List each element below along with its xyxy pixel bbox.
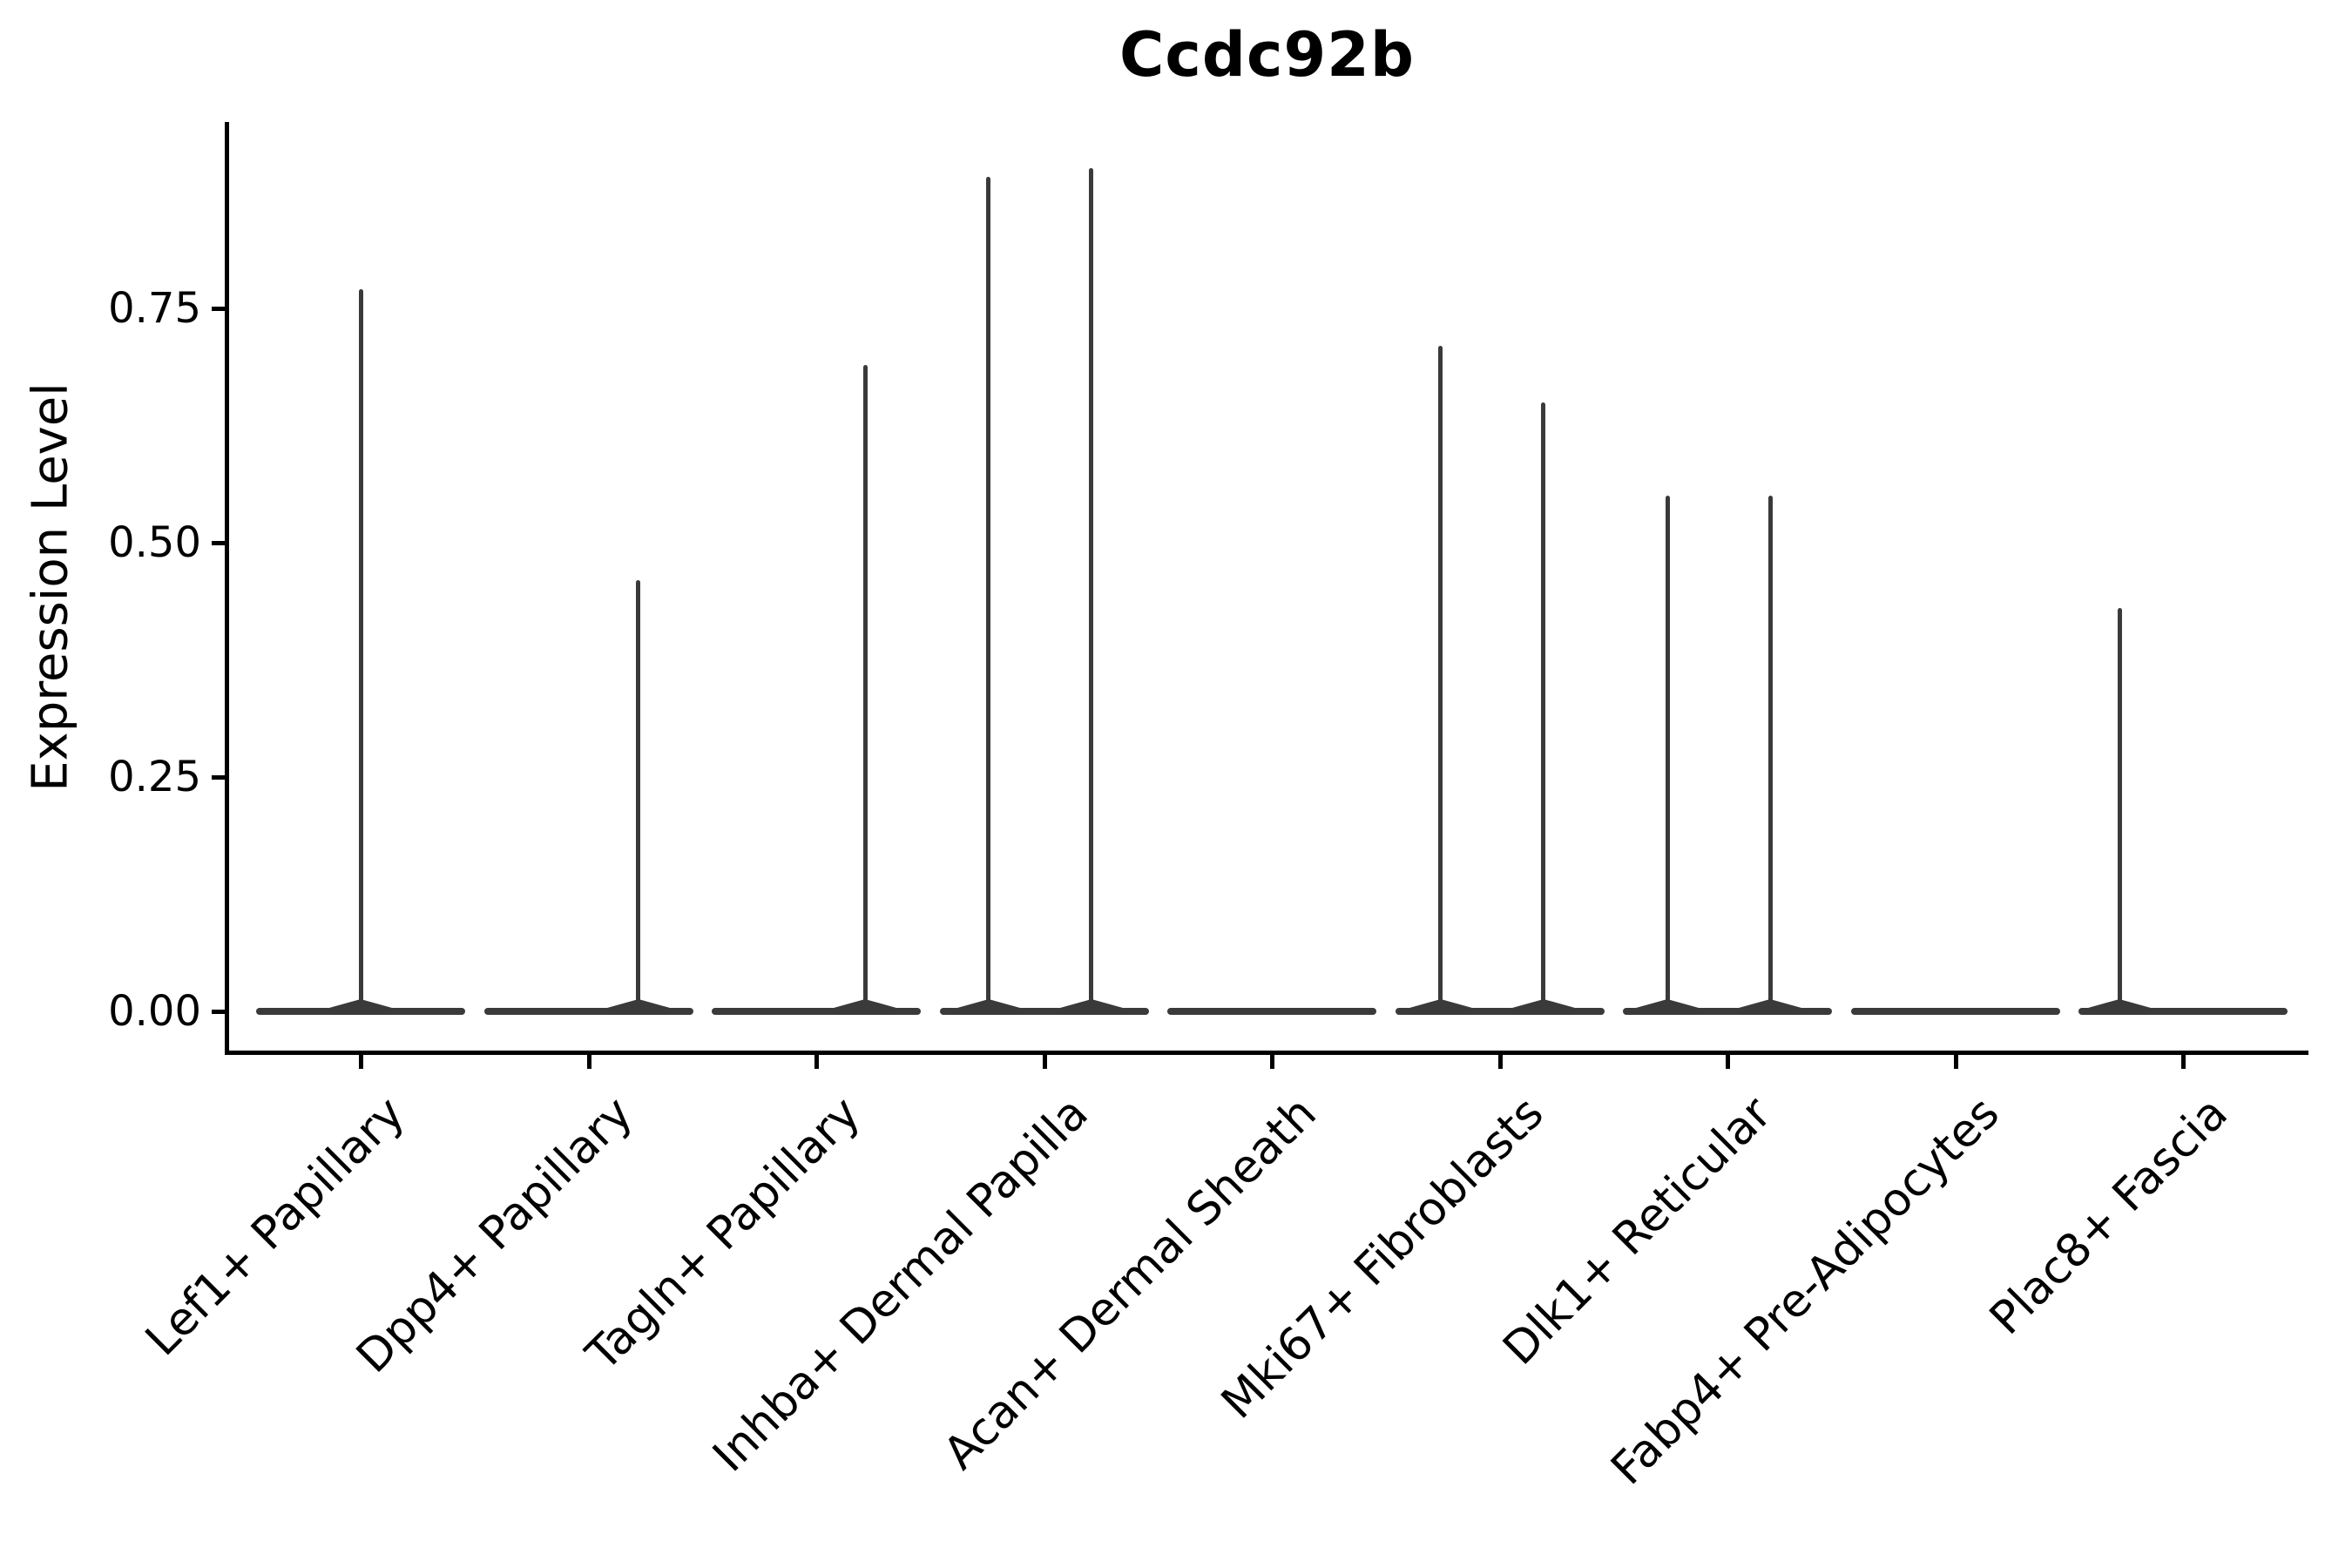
y-tick-label: 0.25 (108, 753, 201, 801)
y-tick-mark (212, 307, 225, 311)
violin-tail (358, 289, 363, 1011)
violin-body-7 (1623, 1008, 1832, 1015)
violin-body-1 (256, 1008, 465, 1015)
x-tick-mark (2181, 1055, 2186, 1069)
violin-tail (1665, 496, 1670, 1011)
x-tick-label-4: Inhba+ Dermal Papilla (703, 1087, 1098, 1483)
x-tick-mark (359, 1055, 363, 1069)
violin-tail (986, 177, 990, 1011)
x-tick-mark (1270, 1055, 1274, 1069)
violin-tail (862, 364, 868, 1011)
x-tick-label-9: Plac8+ Fascia (1979, 1087, 2238, 1345)
y-tick-mark (212, 541, 225, 545)
violin-tail (636, 580, 640, 1011)
violin-body-9 (2078, 1008, 2288, 1015)
violin-body-2 (483, 1008, 693, 1015)
x-tick-mark (1726, 1055, 1730, 1069)
y-tick-label: 0.50 (108, 518, 201, 567)
y-axis-label-text: Expression Level (22, 382, 79, 792)
violin-body-6 (1395, 1008, 1605, 1015)
y-axis-spine (225, 122, 229, 1055)
x-tick-mark (1953, 1055, 1958, 1069)
violin-body-4 (939, 1008, 1149, 1015)
plot-title: Ccdc92b (1119, 19, 1415, 91)
x-tick-label-8: Fabp4+ Pre-Adipocytes (1601, 1087, 2010, 1496)
violin-tail (1438, 346, 1443, 1011)
x-tick-mark (1042, 1055, 1047, 1069)
violin-body-8 (1850, 1008, 2060, 1015)
y-tick-mark (212, 1010, 225, 1014)
violin-tail (1089, 167, 1093, 1011)
x-tick-mark (814, 1055, 819, 1069)
violin-tail (1767, 496, 1773, 1011)
y-tick-label: 0.00 (108, 987, 201, 1036)
x-tick-mark (1497, 1055, 1503, 1069)
violin-body-5 (1167, 1008, 1376, 1015)
violin-tail (1541, 402, 1545, 1011)
x-axis-spine (225, 1051, 2308, 1055)
x-tick-label-5: Acan+ Dermal Sheath (933, 1087, 1327, 1480)
y-tick-mark (212, 775, 225, 780)
violin-body-3 (712, 1008, 921, 1015)
violin-tail (2117, 608, 2122, 1011)
x-tick-mark (586, 1055, 591, 1069)
y-tick-label: 0.75 (108, 284, 201, 333)
